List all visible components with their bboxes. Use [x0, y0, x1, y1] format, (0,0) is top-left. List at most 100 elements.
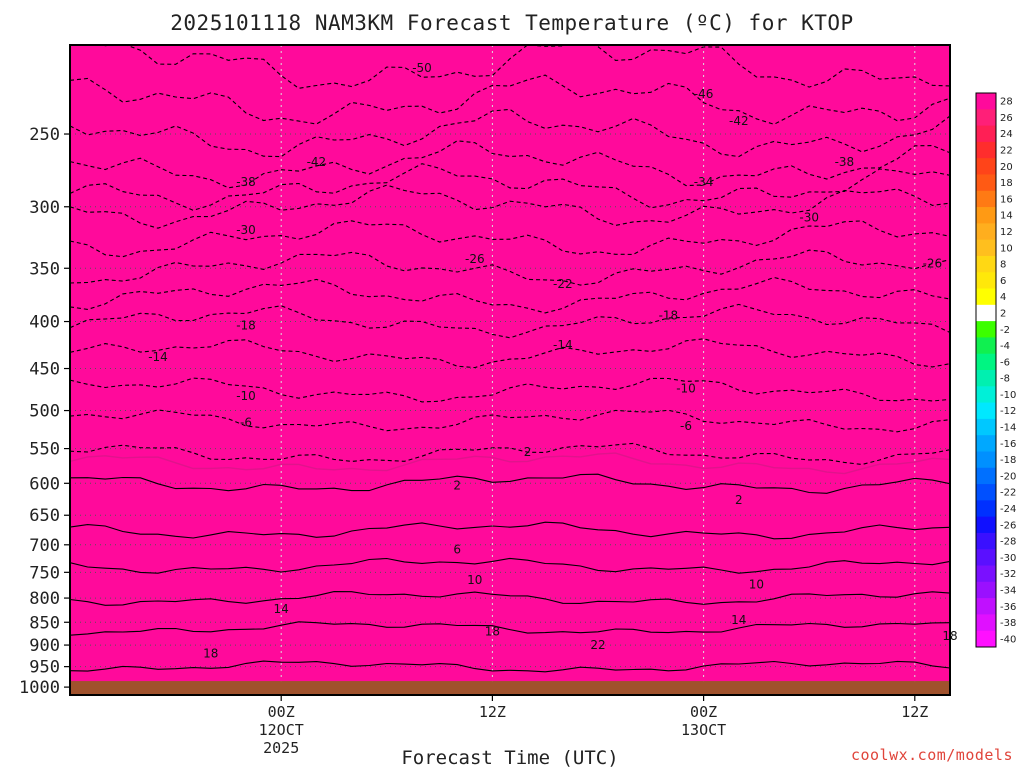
contour-label: -22	[553, 277, 573, 291]
y-tick-label: 650	[29, 506, 60, 526]
contour--42	[70, 140, 950, 189]
colorbar-label: -26	[1000, 520, 1016, 531]
contour-10	[70, 557, 950, 574]
y-tick-label: 450	[29, 360, 60, 380]
contour--14	[70, 338, 950, 369]
contour-label: -26	[923, 257, 943, 271]
colorbar-label: -12	[1000, 406, 1016, 417]
contour--26	[70, 249, 950, 286]
contour-label: -34	[694, 175, 714, 189]
contour-label: 22	[590, 638, 605, 652]
colorbar-label: -8	[1000, 374, 1010, 385]
colorbar-label: -40	[1000, 634, 1016, 645]
contour-label: -14	[553, 338, 573, 352]
contour-14	[70, 591, 950, 606]
contour--22	[70, 276, 950, 314]
y-tick-label: 700	[29, 536, 60, 556]
chart-title: 2025101118 NAM3KM Forecast Temperature (…	[170, 11, 853, 35]
contour-label: -6	[680, 419, 692, 433]
colorbar-label: 28	[1000, 97, 1013, 108]
contour-labels: -50-50-46-46-42-42-42-38-38-34-34-30-30-…	[148, 61, 957, 660]
contour-label: -38	[835, 155, 855, 169]
colorbar-swatch	[976, 304, 996, 322]
colorbar-label: -28	[1000, 537, 1016, 548]
y-tick-label: 850	[29, 613, 60, 633]
colorbar-label: -34	[1000, 585, 1016, 596]
contour-label: 14	[731, 613, 746, 627]
contour--46	[70, 108, 950, 158]
contour--10	[70, 377, 950, 403]
colorbar-swatch	[976, 630, 996, 648]
colorbar-swatch	[976, 516, 996, 534]
y-tick-label: 950	[29, 658, 60, 678]
contour-label: 18	[203, 646, 218, 660]
y-tick-label: 350	[29, 259, 60, 279]
temperature-fill	[70, 45, 950, 695]
contour-label: -38	[236, 175, 256, 189]
contour-label: -42	[729, 114, 749, 128]
y-tick-label: 300	[29, 198, 60, 218]
contour-label: -42	[307, 155, 327, 169]
colorbar-label: -30	[1000, 553, 1016, 564]
colorbar-label: -36	[1000, 602, 1016, 613]
colorbar-swatch	[976, 451, 996, 469]
colorbar-label: -38	[1000, 618, 1016, 629]
contour--50	[70, 74, 950, 125]
contour-label: 2	[453, 478, 461, 492]
y-tick-label: 400	[29, 313, 60, 333]
contour-label: -10	[236, 389, 256, 403]
contour-label: 18	[485, 625, 500, 639]
contour--30	[70, 220, 950, 258]
x-tick-label: 13OCT	[681, 721, 726, 739]
colorbar-swatch	[976, 500, 996, 518]
x-tick-label: 12OCT	[259, 721, 304, 739]
colorbar-label: 6	[1000, 276, 1006, 287]
colorbar-label: -14	[1000, 423, 1016, 434]
contour-label: 10	[749, 577, 764, 591]
freezing-level-line	[70, 452, 950, 475]
y-tick-label: 550	[29, 440, 60, 460]
contour-label: 2	[735, 493, 743, 507]
contour-18	[70, 621, 950, 636]
colorbar-label: -24	[1000, 504, 1016, 515]
colorbar-swatch	[976, 321, 996, 338]
x-tick-label: 12Z	[901, 703, 928, 721]
colorbar-label: 14	[1000, 211, 1013, 222]
colorbar-swatch	[976, 532, 996, 550]
colorbar-swatch	[976, 93, 996, 110]
colorbar-label: 26	[1000, 113, 1013, 124]
contour-label: -30	[236, 223, 256, 237]
contour-label: 6	[453, 542, 461, 556]
colorbar-swatch	[976, 158, 996, 175]
contour-22	[70, 660, 950, 673]
contour-label: -30	[799, 210, 819, 224]
colorbar-swatch	[976, 386, 996, 404]
colorbar-label: 16	[1000, 194, 1013, 205]
colorbar-swatch	[976, 255, 996, 273]
colorbar-frame	[975, 92, 997, 648]
colorbar-swatch	[976, 353, 996, 371]
colorbar-swatch	[976, 207, 996, 224]
colorbar-swatch	[976, 239, 996, 257]
colorbar-swatch	[976, 467, 996, 485]
x-tick-label: 12Z	[479, 703, 506, 721]
colorbar-swatch	[976, 109, 996, 127]
colorbar-swatch	[976, 125, 996, 143]
colorbar-label: 10	[1000, 243, 1013, 254]
colorbar-swatch	[976, 484, 996, 501]
plot-frame	[69, 44, 951, 696]
colorbar-swatch	[976, 565, 996, 583]
contour-6	[70, 521, 950, 540]
colorbar-swatch	[976, 190, 996, 208]
colorbar-swatch	[976, 223, 996, 241]
colorbar-swatch	[976, 581, 996, 599]
contour-label: 2	[524, 445, 532, 459]
contour--2	[70, 442, 950, 466]
colorbar-label: 18	[1000, 178, 1013, 189]
colorbar-label: 2	[1000, 308, 1006, 319]
colorbar-label: 24	[1000, 129, 1013, 140]
colorbar-label: -20	[1000, 471, 1016, 482]
credit-text: coolwx.com/models	[851, 746, 1013, 764]
x-axis-label: Forecast Time (UTC)	[401, 747, 618, 768]
